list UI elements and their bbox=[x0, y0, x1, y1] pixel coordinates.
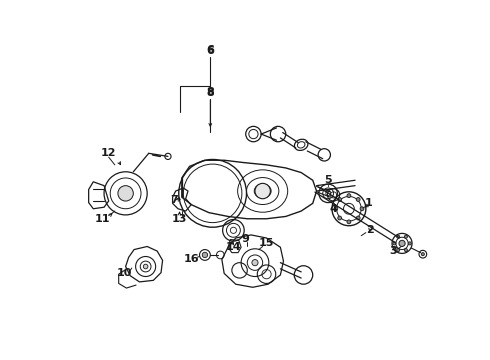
Circle shape bbox=[397, 248, 400, 252]
Text: 14: 14 bbox=[225, 242, 241, 252]
Text: 4: 4 bbox=[330, 204, 338, 214]
Circle shape bbox=[338, 198, 342, 201]
Circle shape bbox=[399, 240, 405, 247]
Text: 7: 7 bbox=[170, 194, 178, 204]
Circle shape bbox=[404, 248, 408, 252]
Text: 11: 11 bbox=[95, 214, 110, 224]
Text: 3: 3 bbox=[390, 246, 397, 256]
Circle shape bbox=[255, 183, 270, 199]
Text: 8: 8 bbox=[206, 88, 214, 98]
Circle shape bbox=[393, 242, 396, 245]
Text: 1: 1 bbox=[365, 198, 373, 208]
Circle shape bbox=[356, 216, 360, 220]
Text: 10: 10 bbox=[117, 267, 132, 278]
Circle shape bbox=[347, 220, 351, 224]
Circle shape bbox=[118, 186, 133, 201]
Circle shape bbox=[356, 198, 360, 201]
Circle shape bbox=[143, 264, 148, 269]
Text: 6: 6 bbox=[206, 45, 214, 55]
Circle shape bbox=[360, 207, 364, 211]
Text: 6: 6 bbox=[206, 46, 214, 56]
Circle shape bbox=[252, 260, 258, 266]
Text: 13: 13 bbox=[172, 214, 187, 224]
Circle shape bbox=[334, 207, 338, 211]
Text: 5: 5 bbox=[324, 175, 332, 185]
Text: 12: 12 bbox=[101, 148, 117, 158]
Circle shape bbox=[397, 235, 400, 238]
Text: 15: 15 bbox=[259, 238, 274, 248]
Circle shape bbox=[202, 252, 208, 258]
Text: 2: 2 bbox=[367, 225, 374, 235]
Circle shape bbox=[421, 253, 424, 256]
Circle shape bbox=[408, 242, 411, 245]
Text: 9: 9 bbox=[242, 234, 250, 244]
Text: 8: 8 bbox=[206, 87, 214, 97]
Text: 16: 16 bbox=[184, 254, 199, 264]
Circle shape bbox=[338, 216, 342, 220]
Circle shape bbox=[404, 235, 408, 238]
Circle shape bbox=[347, 194, 351, 198]
